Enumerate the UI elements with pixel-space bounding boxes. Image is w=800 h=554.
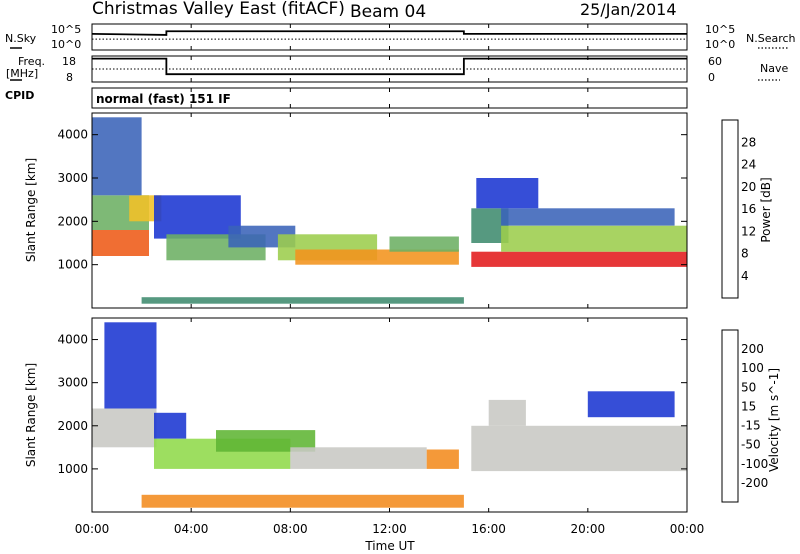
colorbar-tick-label: -15 — [741, 419, 761, 433]
velocity-colorbar: 200 100 50 15 -15 -50 -100 -200 — [721, 329, 768, 503]
time-axis-ticks: 00:00 04:00 08:00 12:00 16:00 20:00 00:00 — [75, 24, 705, 536]
y-tick-label: 1000 — [57, 462, 88, 476]
nsky-label: N.Sky — [5, 32, 37, 45]
colorbar-tick-label: 100 — [741, 361, 764, 375]
heatmap-cell — [141, 494, 464, 508]
velocity-y-ticks: 1000 2000 3000 4000 — [57, 333, 687, 476]
date-label: 25/Jan/2014 — [580, 0, 677, 19]
noise-right-tick-bottom: 10^0 — [705, 38, 735, 51]
heatmap-cell — [587, 391, 675, 418]
cpid-label: CPID — [5, 89, 34, 102]
nsearch-label: N.Search — [746, 32, 796, 45]
heatmap-cell — [104, 322, 157, 409]
power-y-axis-label: Slant Range [km] — [24, 158, 38, 262]
site-title: Christmas Valley East (fitACF) — [92, 0, 345, 19]
heatmap-cell — [290, 447, 427, 469]
noise-lines — [91, 30, 687, 40]
nave-label: Nave — [760, 62, 788, 75]
velocity-y-axis-label: Slant Range [km] — [24, 363, 38, 467]
beam-label: Beam 04 — [350, 2, 426, 22]
heatmap-cell — [92, 230, 149, 256]
colorbar-tick-label: 12 — [741, 224, 756, 238]
noise-panel: N.Sky 10^5 10^0 10^5 10^0 N.Search — [5, 23, 796, 51]
heatmap-cell — [141, 297, 464, 304]
colorbar-tick-label: 16 — [741, 202, 756, 216]
x-tick-label: 12:00 — [372, 522, 407, 536]
colorbar-tick-label: 200 — [741, 342, 764, 356]
colorbar-frame — [721, 329, 739, 503]
x-tick-label: 08:00 — [273, 522, 308, 536]
y-tick-label: 1000 — [57, 258, 88, 272]
noise-series-line — [91, 30, 687, 36]
heatmap-cell — [488, 399, 526, 426]
y-tick-label: 3000 — [57, 171, 88, 185]
power-heatmap-cells — [92, 117, 687, 304]
noise-right-tick-top: 10^5 — [705, 23, 735, 36]
heatmap-cell — [389, 236, 459, 252]
colorbar-tick-label: 50 — [741, 380, 756, 394]
colorbar-tick-label: 8 — [741, 247, 749, 261]
x-tick-label: 16:00 — [471, 522, 506, 536]
heatmap-cell — [471, 251, 687, 267]
y-tick-label: 4000 — [57, 128, 88, 142]
freq-left-tick-bottom: 8 — [66, 71, 73, 84]
nave-right-tick-top: 60 — [708, 55, 722, 68]
colorbar-tick-label: -100 — [741, 457, 768, 471]
frequency-lines — [92, 57, 687, 76]
x-tick-label: 00:00 — [670, 522, 705, 536]
heatmap-cell — [501, 225, 687, 252]
y-tick-label: 2000 — [57, 214, 88, 228]
heatmap-cell — [92, 408, 157, 448]
power-colorbar: 28 24 20 16 12 8 4 — [721, 119, 756, 299]
freq-label-line2: [MHz] — [6, 67, 38, 80]
heatmap-cell — [471, 425, 687, 472]
velocity-heatmap-cells — [92, 322, 687, 508]
colorbar-tick-label: 24 — [741, 158, 756, 172]
velocity-colorbar-label: Velocity [m s^-1] — [767, 368, 781, 472]
heatmap-cell — [154, 412, 187, 439]
y-tick-label: 2000 — [57, 419, 88, 433]
heatmap-cell — [476, 178, 539, 209]
x-tick-label: 00:00 — [75, 522, 110, 536]
x-tick-label: 04:00 — [174, 522, 209, 536]
heatmap-cell — [295, 249, 459, 265]
velocity-panel: 1000 2000 3000 4000 Slant Range [km] 200 100… — [24, 317, 781, 513]
colorbar-tick-label: -50 — [741, 438, 761, 452]
frequency-series-line — [92, 57, 687, 76]
heatmap-cell — [154, 195, 241, 239]
colorbar-tick-label: 28 — [741, 135, 756, 149]
cpid-value: normal (fast) 151 IF — [96, 92, 231, 106]
y-tick-label: 4000 — [57, 333, 88, 347]
heatmap-cell — [216, 430, 316, 452]
frequency-panel: Freq. [MHz] 18 8 60 0 Nave — [6, 55, 788, 84]
noise-left-tick-bottom: 10^0 — [51, 38, 81, 51]
noise-left-tick-top: 10^5 — [51, 23, 81, 36]
power-colorbar-label: Power [dB] — [759, 177, 773, 242]
colorbar-frame — [721, 119, 739, 299]
power-y-ticks: 1000 2000 3000 4000 — [57, 128, 687, 272]
nave-right-tick-bottom: 0 — [708, 71, 715, 84]
heatmap-cell — [92, 117, 142, 196]
colorbar-tick-label: 4 — [741, 269, 749, 283]
time-axis-label: Time UT — [364, 539, 415, 553]
power-panel: 1000 2000 3000 4000 Slant Range [km] 28 24 20… — [24, 112, 773, 309]
colorbar-tick-label: 20 — [741, 180, 756, 194]
colorbar-tick-label: 15 — [741, 399, 756, 413]
freq-label-line1: Freq. — [18, 55, 45, 68]
x-tick-label: 20:00 — [571, 522, 606, 536]
heatmap-cell — [426, 449, 459, 469]
heatmap-cell — [501, 208, 675, 226]
freq-left-tick-top: 18 — [62, 55, 76, 68]
y-tick-label: 3000 — [57, 376, 88, 390]
colorbar-tick-label: -200 — [741, 476, 768, 490]
